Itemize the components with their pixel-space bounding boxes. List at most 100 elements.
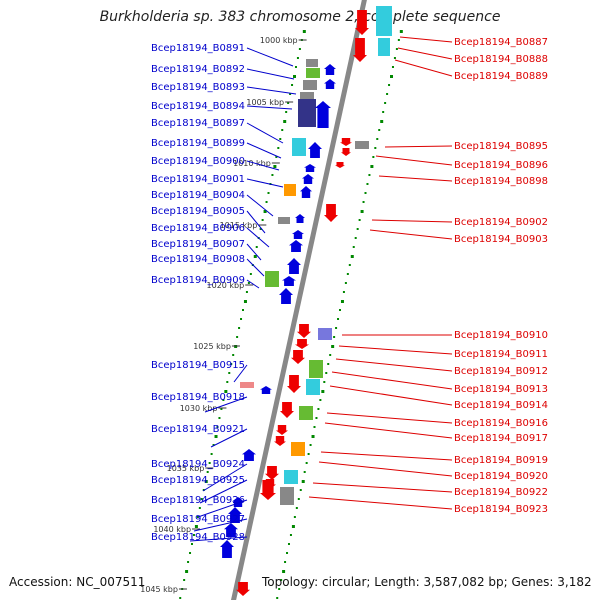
forward-gene-arrow: [282, 276, 296, 286]
tick-mark: [311, 435, 315, 438]
reverse-gene-label: Bcep18194_B0912: [454, 366, 548, 377]
reverse-gene-leader: [378, 175, 453, 182]
reverse-gene-arrow: [260, 480, 276, 500]
cog-colored-gene: [376, 6, 392, 36]
forward-gene-leader: [199, 479, 248, 504]
forward-gene-arrow: [260, 386, 272, 394]
tick-mark: [276, 597, 279, 599]
tick-mark: [331, 345, 335, 348]
cog-colored-gene: [318, 328, 332, 340]
reverse-gene-leader: [326, 412, 453, 424]
reverse-gene-leader: [331, 371, 453, 390]
cog-colored-gene: [291, 442, 305, 456]
forward-gene-leader: [246, 68, 295, 80]
tick-mark: [261, 219, 264, 221]
reverse-gene-label: Bcep18194_B0917: [454, 433, 548, 444]
reverse-gene-label: Bcep18194_B0913: [454, 384, 548, 395]
tick-mark: [321, 390, 325, 393]
forward-gene-label: Bcep18194_B0905: [151, 206, 245, 217]
forward-gene-label: Bcep18194_B0921: [151, 424, 245, 435]
cog-colored-gene: [284, 184, 296, 196]
tick-mark: [279, 138, 282, 140]
reverse-gene-arrow: [335, 162, 345, 168]
forward-gene-label: Bcep18194_B0927: [151, 514, 245, 525]
tick-mark: [280, 579, 283, 581]
forward-gene-leader: [246, 194, 274, 217]
forward-gene-arrow: [304, 164, 316, 172]
forward-gene-leader: [189, 536, 248, 542]
reverse-gene-leader: [371, 219, 453, 223]
tick-mark: [216, 426, 219, 428]
cog-colored-gene: [284, 470, 298, 484]
reverse-gene-leader: [324, 422, 453, 439]
forward-gene-label: Bcep18194_B0891: [151, 43, 245, 54]
tick-mark: [362, 201, 365, 203]
reverse-gene-leader: [329, 385, 453, 406]
scale-label: 1000 kbp: [260, 36, 298, 45]
forward-gene-label: Bcep18194_B0915: [151, 360, 245, 371]
tick-mark: [190, 543, 193, 545]
forward-gene-arrow: [242, 449, 256, 461]
reverse-gene-label: Bcep18194_B0923: [454, 504, 548, 515]
reverse-gene-label: Bcep18194_B0919: [454, 455, 548, 466]
tick-mark: [293, 516, 296, 518]
tick-mark: [263, 210, 267, 213]
scale-label: 1025 kbp: [193, 342, 231, 351]
reverse-gene-arrow: [265, 466, 279, 480]
tick-mark: [189, 552, 192, 554]
forward-gene-leader: [193, 518, 248, 532]
tick-mark: [183, 579, 186, 581]
tick-mark: [241, 309, 244, 311]
forward-gene-arrow: [295, 214, 305, 223]
right-tick-track: [276, 30, 403, 599]
gene-features: [220, 6, 392, 596]
tick-mark: [243, 300, 247, 303]
forward-gene-label: Bcep18194_B0918: [151, 392, 245, 403]
forward-gene-label: Bcep18194_B0928: [151, 532, 245, 543]
tick-mark: [208, 462, 211, 464]
forward-gene-label: Bcep18194_B0907: [151, 239, 245, 250]
tick-mark: [228, 372, 231, 374]
map-title: Burkholderia sp. 383 chromosome 2, compl…: [99, 9, 501, 25]
tick-mark: [293, 75, 297, 78]
forward-gene-label: Bcep18194_B0892: [151, 64, 245, 75]
reverse-gene-label: Bcep18194_B0902: [454, 217, 548, 228]
forward-gene-arrow: [224, 523, 238, 537]
tick-mark: [230, 363, 233, 365]
reverse-gene-leader: [338, 345, 453, 355]
tick-mark: [284, 561, 287, 563]
gene-labels: Bcep18194_B0891 Bcep18194_B0892 Bcep18194_…: [151, 36, 548, 543]
tick-mark: [192, 534, 195, 536]
tick-mark: [378, 129, 381, 131]
tick-mark: [384, 102, 387, 104]
forward-gene-label: Bcep18194_B0899: [151, 138, 245, 149]
tick-mark: [325, 372, 328, 374]
tick-mark: [327, 363, 330, 365]
cog-colored-gene: [306, 59, 318, 67]
forward-gene-label: Bcep18194_B0904: [151, 190, 245, 201]
tick-mark: [249, 273, 252, 275]
forward-gene-leader: [246, 160, 280, 171]
tick-mark: [255, 246, 258, 248]
tick-mark: [291, 525, 295, 528]
tick-mark: [222, 399, 225, 401]
tick-mark: [317, 408, 320, 410]
forward-gene-label: Bcep18194_B0925: [151, 475, 245, 486]
cog-colored-gene: [280, 487, 294, 505]
forward-gene-arrow: [308, 142, 322, 158]
tick-mark: [315, 417, 318, 419]
forward-gene-leader: [246, 243, 262, 261]
scale-label: 1010 kbp: [233, 159, 271, 168]
forward-gene-leader: [210, 428, 248, 448]
reverse-gene-leader: [318, 461, 453, 477]
scale-label: 1030 kbp: [180, 404, 218, 413]
reverse-gene-arrow: [274, 436, 286, 446]
tick-mark: [366, 183, 369, 185]
tick-mark: [399, 30, 403, 33]
tick-mark: [376, 138, 379, 140]
forward-gene-leader: [246, 105, 293, 110]
forward-gene-label: Bcep18194_B0926: [151, 495, 245, 506]
tick-mark: [253, 255, 257, 258]
tick-mark: [296, 57, 299, 59]
cog-colored-gene: [303, 80, 317, 90]
